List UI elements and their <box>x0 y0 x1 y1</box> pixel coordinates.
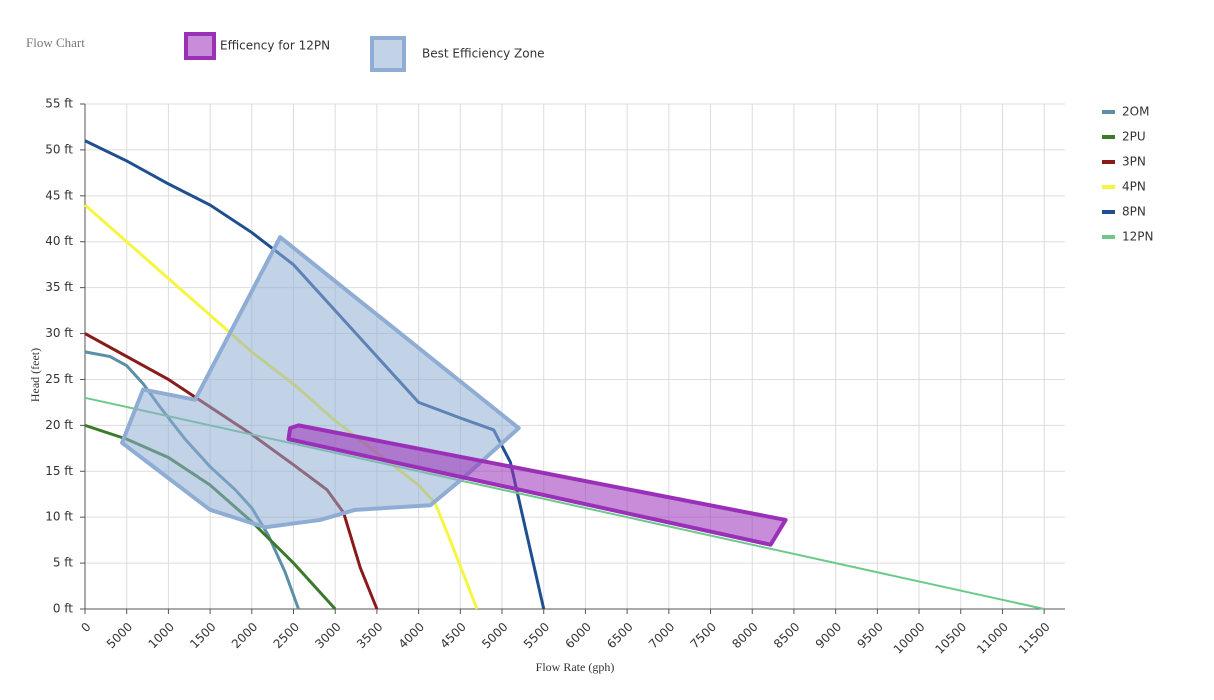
legend-label: 3PN <box>1122 155 1146 169</box>
y-axis-label: Head (feet) <box>28 348 42 402</box>
x-tick-label: 5000 <box>479 620 510 651</box>
zone <box>286 423 788 547</box>
y-tick-label: 15 ft <box>45 464 73 478</box>
x-tick-label: 6000 <box>563 620 594 651</box>
y-tick-label: 25 ft <box>45 372 73 386</box>
x-tick-label: 2500 <box>271 620 302 651</box>
legend-label: 2OM <box>1122 105 1149 119</box>
x-tick-label: 3500 <box>354 620 385 651</box>
x-tick-label: 9000 <box>813 620 844 651</box>
zone <box>120 235 521 530</box>
y-tick-label: 20 ft <box>45 418 73 432</box>
x-tick-label: 2000 <box>229 620 260 651</box>
x-tick-label: 0 <box>78 620 93 635</box>
x-tick-label: 6500 <box>604 620 635 651</box>
legend-label: Best Efficiency Zone <box>422 47 545 61</box>
x-tick-label: 1500 <box>187 620 218 651</box>
y-tick-label: 10 ft <box>45 510 73 524</box>
x-tick-label: 7500 <box>688 620 719 651</box>
x-tick-label: 3000 <box>312 620 343 651</box>
y-tick-label: 50 ft <box>45 142 73 156</box>
x-tick-label: 10000 <box>891 620 928 657</box>
legend-label: 8PN <box>1122 205 1146 219</box>
y-tick-label: 45 ft <box>45 188 73 202</box>
x-tick-label: 7000 <box>646 620 677 651</box>
legend-swatch <box>184 32 216 60</box>
y-tick-label: 0 ft <box>53 602 73 616</box>
x-axis-label: Flow Rate (gph) <box>536 660 615 674</box>
y-tick-label: 30 ft <box>45 326 73 340</box>
x-tick-label: 11500 <box>1016 620 1053 657</box>
legend-label: 4PN <box>1122 180 1146 194</box>
legend-label: 12PN <box>1122 230 1153 244</box>
x-tick-label: 4500 <box>437 620 468 651</box>
x-tick-label: 11000 <box>974 620 1011 657</box>
x-tick-label: 4000 <box>396 620 427 651</box>
x-tick-label: 5000 <box>104 620 135 651</box>
y-tick-label: 40 ft <box>45 234 73 248</box>
y-tick-label: 35 ft <box>45 280 73 294</box>
legend-label: Efficency for 12PN <box>220 39 330 53</box>
chart-title: Flow Chart <box>26 35 85 50</box>
x-tick-label: 8000 <box>729 620 760 651</box>
legend-swatch <box>370 36 406 72</box>
legend-label: 2PU <box>1122 130 1146 144</box>
x-tick-label: 5500 <box>521 620 552 651</box>
y-tick-label: 5 ft <box>53 556 73 570</box>
y-tick-label: 55 ft <box>45 97 73 111</box>
x-tick-label: 1000 <box>146 620 177 651</box>
x-tick-label: 8500 <box>771 620 802 651</box>
x-tick-label: 10500 <box>932 620 969 657</box>
x-tick-label: 9500 <box>854 620 885 651</box>
